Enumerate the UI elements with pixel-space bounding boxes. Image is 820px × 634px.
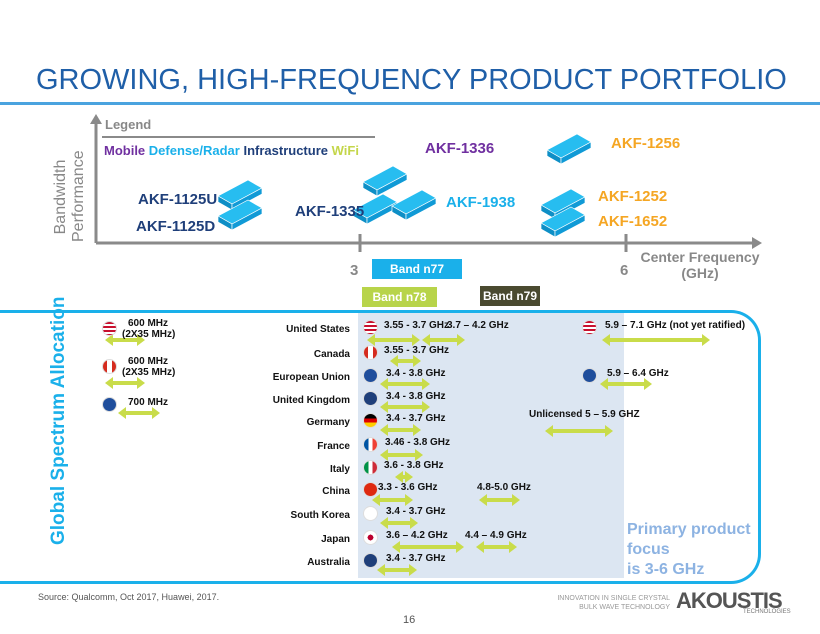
frequency-range: 3.55 - 3.7 GHz xyxy=(384,345,450,356)
source-note: Source: Qualcomm, Oct 2017, Huawei, 2017… xyxy=(38,592,220,602)
flag-ca-icon xyxy=(363,345,378,360)
logo-subtitle: TECHNOLOGIES xyxy=(743,609,791,615)
country-name: United States xyxy=(286,324,350,335)
frequency-range: 4.8-5.0 GHz xyxy=(477,482,531,493)
country-name: Canada xyxy=(313,349,350,360)
flag-eu-icon xyxy=(582,368,597,383)
tick-label-3: 3 xyxy=(350,262,359,279)
band-n79: Band n79 xyxy=(480,286,540,306)
y-axis-label: Bandwidth Performance xyxy=(52,150,88,242)
y-label-line2: Performance xyxy=(70,150,87,242)
slide-title: GROWING, HIGH-FREQUENCY PRODUCT PORTFOLI… xyxy=(36,64,787,96)
legend: Mobile Defense/Radar Infrastructure WiFi xyxy=(104,143,359,158)
y-label-line1: Bandwidth xyxy=(52,159,69,235)
band-n77: Band n77 xyxy=(372,259,462,279)
flag-uk-icon xyxy=(363,391,378,406)
product-label: AKF-1256 xyxy=(611,135,681,152)
portfolio-chart xyxy=(90,114,762,252)
low-band-frequency: 600 MHz xyxy=(128,318,169,329)
title-rule xyxy=(0,102,820,105)
flag-de-icon xyxy=(363,413,378,428)
country-name: United Kingdom xyxy=(272,395,350,406)
focus-line2: focus xyxy=(627,541,670,558)
frequency-range: 3.6 – 4.2 GHz xyxy=(386,530,448,541)
frequency-range: 3.4 - 3.8 GHz xyxy=(386,368,446,379)
frequency-range: 5.9 – 6.4 GHz xyxy=(607,368,669,379)
focus-line1: Primary product xyxy=(627,521,751,538)
product-label: AKF-1335 xyxy=(295,203,365,220)
filter-chip-icon xyxy=(217,199,263,231)
product-label: AKF-1652 xyxy=(598,213,668,230)
low-band-frequency: 700 MHz xyxy=(128,397,169,408)
page-number: 16 xyxy=(403,614,416,626)
flag-us-icon xyxy=(363,320,378,335)
frequency-range: 3.6 - 3.8 GHz xyxy=(384,460,444,471)
product-label: AKF-1336 xyxy=(425,140,495,157)
country-name: Italy xyxy=(329,464,350,475)
filter-chip-icon xyxy=(391,189,437,221)
company-logo: AKOUSTIS xyxy=(676,588,783,613)
flag-kr-icon xyxy=(363,506,378,521)
filter-chip-icon xyxy=(362,165,408,197)
country-name: Germany xyxy=(306,417,350,428)
flag-au-icon xyxy=(363,553,378,568)
legend-infrastructure: Infrastructure xyxy=(243,143,328,158)
country-name: China xyxy=(322,486,350,497)
side-label: Global Spectrum Allocation xyxy=(48,296,69,545)
frequency-range: Unlicensed 5 – 5.9 GHZ xyxy=(529,409,640,420)
tick-label-6: 6 xyxy=(620,262,629,279)
x-label-line1: Center Frequency xyxy=(640,249,760,265)
country-name: Japan xyxy=(321,534,350,545)
x-label-line2: (GHz) xyxy=(681,265,719,281)
country-name: Australia xyxy=(307,557,350,568)
y-axis-arrow xyxy=(90,114,102,124)
country-name: European Union xyxy=(272,372,350,383)
flag-us-icon xyxy=(582,320,597,335)
product-label: AKF-1938 xyxy=(446,194,516,211)
frequency-range: 3.46 - 3.8 GHz xyxy=(385,437,451,448)
frequency-range: 3.4 - 3.8 GHz xyxy=(386,391,446,402)
low-band-width: (2X35 MHz) xyxy=(122,367,176,378)
legend-label: Legend xyxy=(105,117,152,132)
flag-it-icon xyxy=(363,460,378,475)
focus-note: Primary product focus is 3-6 GHz xyxy=(627,520,751,580)
frequency-range: 3.4 - 3.7 GHz xyxy=(386,506,446,517)
filter-chip-icon xyxy=(352,193,398,225)
country-name: South Korea xyxy=(290,510,350,521)
tagline-2: BULK WAVE TECHNOLOGY xyxy=(579,604,670,611)
product-label: AKF-1252 xyxy=(598,188,668,205)
legend-wifi: WiFi xyxy=(331,143,359,158)
tagline: INNOVATION IN SINGLE CRYSTAL BULK WAVE T… xyxy=(520,594,670,612)
flag-fr-icon xyxy=(363,437,378,452)
frequency-range: 3.4 - 3.7 GHz xyxy=(386,413,446,424)
filter-chip-icon xyxy=(546,133,592,165)
flag-us-icon xyxy=(102,321,117,336)
low-band-width: (2X35 MHz) xyxy=(122,329,176,340)
frequency-range: 4.4 – 4.9 GHz xyxy=(465,530,527,541)
frequency-range: 3.7 – 4.2 GHz xyxy=(447,320,509,331)
frequency-range: 3.3 - 3.6 GHz xyxy=(378,482,438,493)
legend-defense: Defense/Radar xyxy=(148,143,240,158)
flag-eu-icon xyxy=(102,397,117,412)
legend-mobile: Mobile xyxy=(104,143,146,158)
frequency-range: 5.9 – 7.1 GHz (not yet ratified) xyxy=(605,320,746,331)
product-label: AKF-1125D xyxy=(136,218,216,235)
flag-jp-icon xyxy=(363,530,378,545)
spectrum-box xyxy=(0,310,761,584)
product-label: AKF-1125U xyxy=(138,191,218,208)
x-axis-arrow xyxy=(752,237,762,249)
frequency-range: 3.55 - 3.7 GHz xyxy=(384,320,450,331)
flag-ca-icon xyxy=(102,359,117,374)
x-axis-label: Center Frequency (GHz) xyxy=(640,249,760,281)
flag-cn-icon xyxy=(363,482,378,497)
filter-chip-icon xyxy=(540,206,586,238)
country-name: France xyxy=(317,441,350,452)
band-n78: Band n78 xyxy=(362,287,437,307)
low-band-frequency: 600 MHz xyxy=(128,356,169,367)
focus-line3: is 3-6 GHz xyxy=(627,561,705,578)
frequency-range: 3.4 - 3.7 GHz xyxy=(386,553,446,564)
flag-eu-icon xyxy=(363,368,378,383)
tagline-1: INNOVATION IN SINGLE CRYSTAL xyxy=(557,595,670,602)
